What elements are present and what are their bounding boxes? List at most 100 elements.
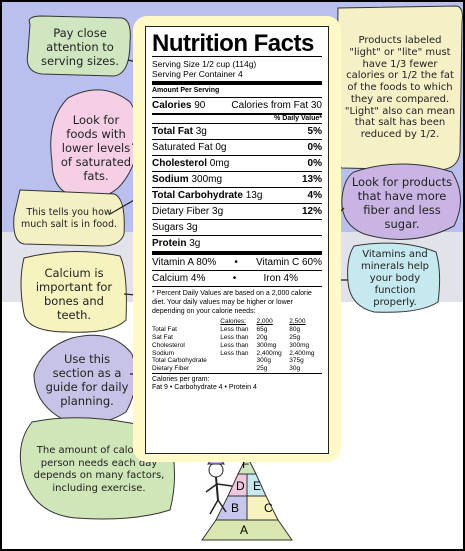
callout-vitamins: Vitamins and minerals help your body fun… — [360, 249, 430, 308]
daily-value-header: % Daily Value* — [274, 114, 322, 122]
nutrient-row: Cholesterol 0mg 0% — [152, 156, 322, 173]
nutrient-row: Total Fat 3g 5% — [152, 124, 322, 141]
callout-guide: Use this section as a guide for daily pl… — [45, 352, 129, 408]
nutrient-label: Dietary Fiber — [152, 206, 210, 218]
dv-table-cell: Total Fat — [152, 326, 177, 334]
label-title: Nutrition Facts — [152, 31, 322, 57]
nutrient-name: Saturated Fat 0g — [152, 142, 227, 154]
dv-table-cell: 80g — [289, 326, 301, 334]
fats-bubble — [50, 89, 139, 199]
nutrient-amount: 3g — [186, 222, 198, 234]
salt-bubble — [13, 189, 125, 247]
nutrient-label: Sugars — [152, 222, 184, 234]
calcium-bubble — [20, 251, 127, 333]
nutrient-name: Protein 3g — [152, 238, 200, 250]
dv-table-cell: Sat Fat — [152, 334, 173, 341]
dv-table-cell: 30g — [289, 365, 301, 373]
callout-calcium: Calcium is important for bones and teeth… — [35, 266, 113, 322]
dv-table-header: Calories: 2,000 2,500 — [152, 318, 322, 326]
vitamin-bullet-1: • — [234, 257, 238, 269]
vitamin-a: Vitamin A 80% — [152, 257, 217, 269]
mineral-bullet: • — [232, 273, 237, 285]
nutrient-name: Total Carbohydrate 13g — [152, 190, 262, 202]
dv-table-row: Sat Fat Less than 20g 25g — [152, 334, 322, 342]
dv-table-cell: 2,500 — [289, 318, 306, 326]
nutrient-name: Sugars 3g — [152, 222, 198, 234]
serving-bubble — [26, 15, 131, 77]
nutrient-daily-value: 0% — [307, 142, 322, 154]
nutrient-label: Sodium — [152, 174, 189, 186]
serving-size: Serving Size 1/2 cup (114g) — [152, 59, 257, 69]
dv-table-cell: 2,400mg — [289, 349, 315, 357]
nutrient-amount: 13g — [245, 190, 263, 202]
servings-per-container: Serving Per Container 4 — [152, 69, 322, 86]
nutrient-label: Total Fat — [152, 126, 193, 138]
nutrient-list: Total Fat 3g 5% Saturated Fat 0g 0% Choleste… — [152, 124, 322, 256]
pyramid-letter-c: C — [264, 501, 273, 515]
dv-table-cell: Less than — [220, 334, 249, 341]
nutrient-name: Dietary Fiber 3g — [152, 206, 223, 218]
nutrient-amount: 3g — [189, 238, 201, 250]
dv-table-cell: Less than — [220, 326, 249, 334]
dv-table-cell: Less than — [220, 341, 249, 349]
pyramid-letter-f: F — [242, 457, 250, 471]
dv-table-cell: 300mg — [256, 341, 277, 349]
calories-per-gram-values: Fat 9 • Carbohydrate 4 • Protein 4 — [152, 384, 257, 392]
vitamin-c: Vitamin C 60% — [256, 257, 322, 269]
dv-table-cell: 300g — [256, 357, 271, 365]
dv-table-row: Total Carbohydrate 300g 375g — [152, 357, 322, 365]
dv-table-cell: 300mg — [289, 341, 310, 349]
nutrient-amount: 3g — [212, 206, 224, 218]
pyramid-letter-a: A — [240, 523, 249, 537]
calories-row: Calories 90 Calories from Fat 30 — [152, 98, 322, 115]
dv-table-cell — [220, 365, 256, 373]
dv-table-cell: 65g — [256, 326, 268, 334]
calories-value: 90 — [194, 99, 206, 111]
nutrient-amount: 0g — [215, 142, 227, 154]
dv-table-cell: Less than — [220, 349, 249, 357]
dv-table-cell: Total Carbohydrate — [152, 357, 207, 365]
nutrient-row: Dietary Fiber 3g 12% — [152, 204, 322, 221]
nutrient-name: Total Fat 3g — [152, 126, 207, 138]
calories-label: Calories — [152, 99, 192, 111]
nutrient-label: Total Carbohydrate — [152, 190, 243, 202]
nutrient-amount: 0mg — [209, 158, 230, 170]
dv-table-cell: 375g — [289, 357, 304, 365]
nutrient-daily-value: 4% — [307, 190, 322, 202]
amount-per-serving: Amount Per Serving — [152, 85, 322, 98]
callout-serving: Pay close attention to serving sizes. — [41, 26, 119, 68]
dv-table-cell — [220, 357, 256, 365]
nutrient-row: Total Carbohydrate 13g 4% — [152, 188, 322, 205]
mineral-row: Calcium 4% • Iron 4% — [152, 271, 322, 288]
dv-table-row: Sodium Less than 2,400mg 2,400mg — [152, 350, 322, 358]
dv-table-cell: 25g — [289, 334, 301, 341]
dv-table-cell: 2,400mg — [256, 349, 282, 357]
vitamins-bubble — [347, 242, 441, 313]
nutrient-row: Saturated Fat 0g 0% — [152, 140, 322, 157]
daily-value-header-row: % Daily Value* — [152, 114, 322, 125]
callout-fiber: Look for products that have more fiber a… — [351, 175, 453, 231]
fiber-bubble — [341, 163, 461, 240]
nutrient-name: Sodium 300mg — [152, 174, 222, 186]
dv-table-cell — [152, 318, 220, 326]
pyramid-letter-e: E — [253, 479, 262, 493]
callout-fats: Look for foods with lower levels of satu… — [60, 113, 132, 183]
dv-table-cell: Dietary Fiber — [152, 365, 190, 373]
nutrient-row: Sugars 3g — [152, 220, 322, 237]
pyramid-level-f — [237, 454, 257, 475]
dv-table-cell: Cholesterol — [152, 341, 185, 349]
pyramid-level-c — [246, 495, 279, 521]
nutrient-daily-value: 5% — [307, 126, 322, 138]
dv-table-cell: Sodium — [152, 349, 175, 357]
nutrient-daily-value: 12% — [301, 206, 322, 218]
dv-table-row: Dietary Fiber 25g 30g — [152, 365, 322, 373]
pyramid-letter-d: D — [236, 479, 245, 493]
dv-table-cell: Calories: — [220, 318, 246, 326]
iron: Iron 4% — [263, 273, 298, 285]
callout-light: Products labeled "light" or "lite" must … — [344, 34, 456, 141]
nutrient-label: Protein — [152, 238, 187, 250]
nutrient-label: Saturated Fat — [152, 142, 213, 154]
callout-calories: The amount of calories a person needs ea… — [33, 445, 165, 494]
